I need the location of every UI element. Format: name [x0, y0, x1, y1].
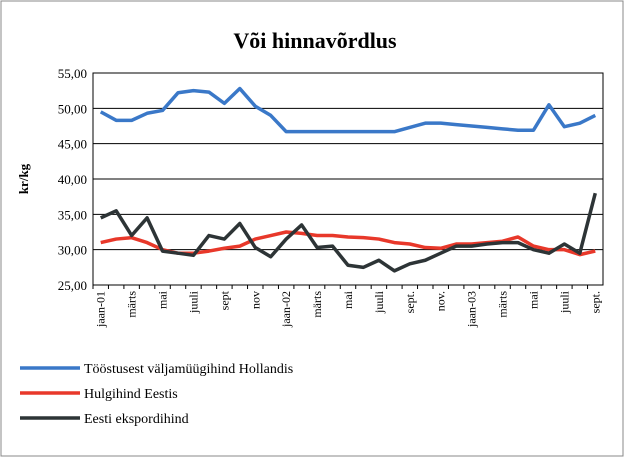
x-tick-label: jaan-01 [94, 291, 108, 328]
x-tick-label: sept. [588, 291, 602, 313]
y-tick-label: 55,00 [58, 66, 87, 81]
x-tick-label: sept. [403, 291, 417, 313]
x-tick-label: mai [156, 290, 170, 309]
legend-label: Hulgihind Eestis [84, 387, 178, 402]
x-tick-label: jaan-03 [465, 291, 479, 328]
x-tick-label: mai [526, 290, 540, 309]
x-tick-label: jaan-02 [279, 291, 293, 328]
y-tick-label: 35,00 [58, 207, 87, 222]
x-tick-label: nov. [434, 291, 448, 311]
x-tick-label: nov [248, 291, 262, 309]
x-tick-label: mai [341, 290, 355, 309]
x-tick-label: juuli [372, 290, 386, 314]
x-tick-label: märts [310, 291, 324, 318]
x-tick-label: juuli [557, 290, 571, 314]
y-tick-label: 40,00 [58, 172, 87, 187]
x-tick-label: märts [496, 291, 510, 318]
y-axis-label: kr/kg [16, 163, 31, 194]
y-tick-label: 45,00 [58, 137, 87, 152]
x-tick-label: juuli [186, 290, 200, 314]
y-tick-label: 30,00 [58, 243, 87, 258]
legend-label: Tööstusest väljamüügihind Hollandis [84, 362, 293, 377]
x-tick-label: sept [217, 290, 231, 310]
y-tick-label: 25,00 [58, 278, 87, 293]
y-tick-label: 50,00 [58, 101, 87, 116]
legend-label: Eesti ekspordihind [84, 412, 189, 427]
chart-title: Või hinnavõrdlus [233, 28, 397, 53]
x-tick-label: märts [125, 291, 139, 318]
series-line [99, 192, 597, 273]
series-line [99, 86, 597, 134]
